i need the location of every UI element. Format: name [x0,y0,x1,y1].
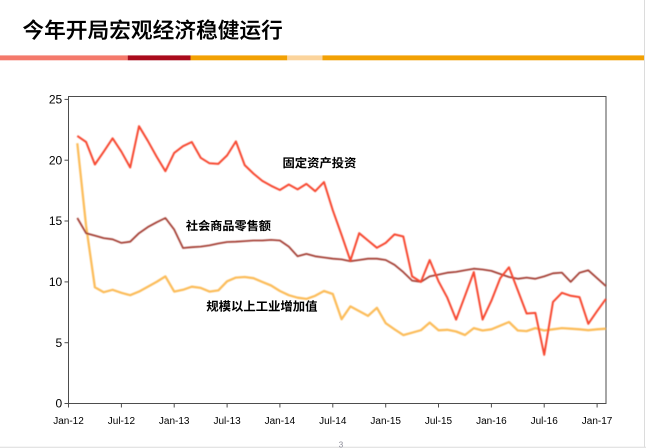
svg-text:0: 0 [56,397,63,411]
svg-text:25: 25 [49,93,63,107]
svg-text:Jan-13: Jan-13 [159,416,190,427]
svg-text:10: 10 [49,275,63,289]
svg-text:Jan-14: Jan-14 [265,416,296,427]
svg-text:Jul-15: Jul-15 [425,416,453,427]
svg-text:Jul-14: Jul-14 [319,416,347,427]
svg-text:Jan-12: Jan-12 [53,416,84,427]
svg-text:Jul-16: Jul-16 [531,416,559,427]
svg-text:Jan-17: Jan-17 [582,416,613,427]
svg-text:20: 20 [49,153,63,167]
svg-text:3: 3 [339,441,344,448]
svg-text:5: 5 [56,336,63,350]
svg-text:15: 15 [49,214,63,228]
svg-text:Jan-16: Jan-16 [476,416,507,427]
svg-text:Jul-12: Jul-12 [108,416,136,427]
svg-text:Jul-13: Jul-13 [213,416,241,427]
svg-text:Jan-15: Jan-15 [370,416,401,427]
